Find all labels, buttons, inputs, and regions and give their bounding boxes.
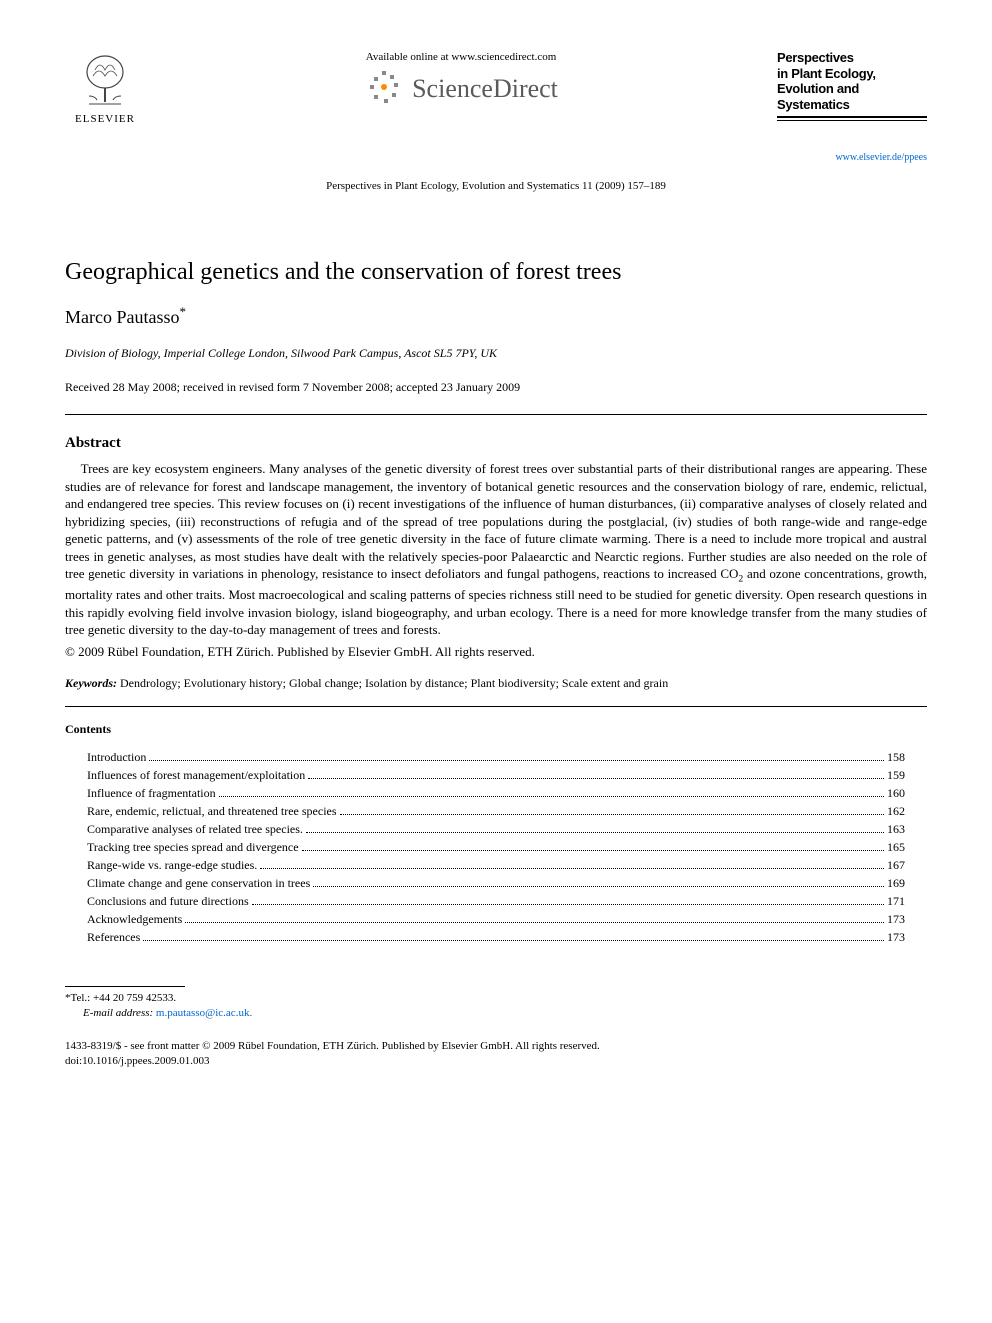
journal-title-block: Perspectives in Plant Ecology, Evolution… bbox=[777, 50, 927, 165]
toc-label: Comparative analyses of related tree spe… bbox=[87, 820, 303, 838]
elsevier-name: ELSEVIER bbox=[75, 112, 135, 127]
toc-row[interactable]: Comparative analyses of related tree spe… bbox=[87, 820, 905, 838]
journal-title-line3: Evolution and bbox=[777, 81, 927, 97]
toc-page-number: 167 bbox=[887, 856, 905, 874]
toc-page-number: 171 bbox=[887, 892, 905, 910]
toc-page-number: 165 bbox=[887, 838, 905, 856]
corresponding-author-footnote: *Tel.: +44 20 759 42533. E-mail address:… bbox=[65, 991, 927, 1022]
abstract-body-pre: Trees are key ecosystem engineers. Many … bbox=[65, 461, 927, 581]
abstract-body: Trees are key ecosystem engineers. Many … bbox=[65, 460, 927, 639]
abstract-heading: Abstract bbox=[65, 433, 927, 454]
toc-page-number: 162 bbox=[887, 802, 905, 820]
toc-row[interactable]: Influences of forest management/exploita… bbox=[87, 766, 905, 784]
page-header: ELSEVIER Available online at www.science… bbox=[65, 50, 927, 165]
toc-label: Influences of forest management/exploita… bbox=[87, 766, 305, 784]
toc-row[interactable]: Range-wide vs. range-edge studies. 167 bbox=[87, 856, 905, 874]
toc-row[interactable]: Conclusions and future directions 171 bbox=[87, 892, 905, 910]
toc-page-number: 173 bbox=[887, 910, 905, 928]
author-affiliation: Division of Biology, Imperial College Lo… bbox=[65, 345, 927, 362]
page-footer: 1433-8319/$ - see front matter © 2009 Rü… bbox=[65, 1039, 927, 1068]
toc-page-number: 159 bbox=[887, 766, 905, 784]
elsevier-tree-icon bbox=[75, 50, 135, 110]
journal-title-line4: Systematics bbox=[777, 97, 927, 113]
keywords-list: Dendrology; Evolutionary history; Global… bbox=[117, 676, 668, 690]
abstract-copyright: © 2009 Rübel Foundation, ETH Zürich. Pub… bbox=[65, 643, 927, 661]
toc-row[interactable]: Rare, endemic, relictual, and threatened… bbox=[87, 802, 905, 820]
toc-row[interactable]: Acknowledgements 173 bbox=[87, 910, 905, 928]
toc-label: Influence of fragmentation bbox=[87, 784, 216, 802]
toc-leader-dots bbox=[252, 904, 884, 905]
sciencedirect-block: Available online at www.sciencedirect.co… bbox=[145, 50, 777, 109]
footer-doi: doi:10.1016/j.ppees.2009.01.003 bbox=[65, 1054, 927, 1068]
toc-leader-dots bbox=[143, 940, 884, 941]
article-title: Geographical genetics and the conservati… bbox=[65, 256, 927, 290]
toc-leader-dots bbox=[340, 814, 884, 815]
toc-page-number: 169 bbox=[887, 874, 905, 892]
available-online-text: Available online at www.sciencedirect.co… bbox=[165, 50, 757, 65]
toc-leader-dots bbox=[185, 922, 884, 923]
footer-front-matter: 1433-8319/$ - see front matter © 2009 Rü… bbox=[65, 1039, 927, 1053]
toc-label: Acknowledgements bbox=[87, 910, 182, 928]
footnote-tel-label: *Tel.: bbox=[65, 992, 93, 1004]
section-divider bbox=[65, 414, 927, 415]
toc-page-number: 158 bbox=[887, 748, 905, 766]
toc-page-number: 173 bbox=[887, 928, 905, 946]
sciencedirect-flower-icon bbox=[364, 69, 404, 109]
journal-title-line1: Perspectives bbox=[777, 50, 927, 66]
footnote-email-label: E-mail address: bbox=[83, 1007, 153, 1019]
author-line: Marco Pautasso* bbox=[65, 303, 927, 330]
toc-leader-dots bbox=[260, 868, 884, 869]
toc-leader-dots bbox=[219, 796, 884, 797]
author-corresponding-marker: * bbox=[179, 304, 186, 319]
toc-label: Range-wide vs. range-edge studies. bbox=[87, 856, 257, 874]
toc-row[interactable]: Influence of fragmentation 160 bbox=[87, 784, 905, 802]
toc-leader-dots bbox=[149, 760, 884, 761]
toc-label: Tracking tree species spread and diverge… bbox=[87, 838, 299, 856]
keywords-line: Keywords: Dendrology; Evolutionary histo… bbox=[65, 675, 927, 692]
author-name: Marco Pautasso bbox=[65, 307, 179, 327]
toc-row[interactable]: Climate change and gene conservation in … bbox=[87, 874, 905, 892]
toc-leader-dots bbox=[313, 886, 884, 887]
toc-row[interactable]: References 173 bbox=[87, 928, 905, 946]
toc-page-number: 163 bbox=[887, 820, 905, 838]
toc-label: Climate change and gene conservation in … bbox=[87, 874, 310, 892]
toc-label: Conclusions and future directions bbox=[87, 892, 249, 910]
toc-row[interactable]: Tracking tree species spread and diverge… bbox=[87, 838, 905, 856]
footnote-rule bbox=[65, 986, 185, 987]
toc-leader-dots bbox=[306, 832, 884, 833]
footnote-email-link[interactable]: m.pautasso@ic.ac.uk. bbox=[153, 1007, 252, 1019]
toc-row[interactable]: Introduction 158 bbox=[87, 748, 905, 766]
toc-label: Introduction bbox=[87, 748, 146, 766]
journal-url-link[interactable]: www.elsevier.de/ppees bbox=[777, 151, 927, 165]
sciencedirect-logo-row: ScienceDirect bbox=[165, 69, 757, 109]
toc-label: References bbox=[87, 928, 140, 946]
thin-divider bbox=[65, 706, 927, 707]
elsevier-logo: ELSEVIER bbox=[65, 50, 145, 127]
journal-title-line2: in Plant Ecology, bbox=[777, 66, 927, 82]
article-dates: Received 28 May 2008; received in revise… bbox=[65, 379, 927, 396]
contents-heading: Contents bbox=[65, 721, 927, 738]
toc-leader-dots bbox=[302, 850, 884, 851]
citation-line: Perspectives in Plant Ecology, Evolution… bbox=[65, 173, 927, 200]
toc-leader-dots bbox=[308, 778, 884, 779]
toc-label: Rare, endemic, relictual, and threatened… bbox=[87, 802, 337, 820]
table-of-contents: Introduction 158Influences of forest man… bbox=[65, 748, 927, 946]
footnote-tel: +44 20 759 42533. bbox=[93, 992, 176, 1004]
keywords-label: Keywords: bbox=[65, 676, 117, 690]
toc-page-number: 160 bbox=[887, 784, 905, 802]
sciencedirect-wordmark: ScienceDirect bbox=[412, 71, 558, 107]
